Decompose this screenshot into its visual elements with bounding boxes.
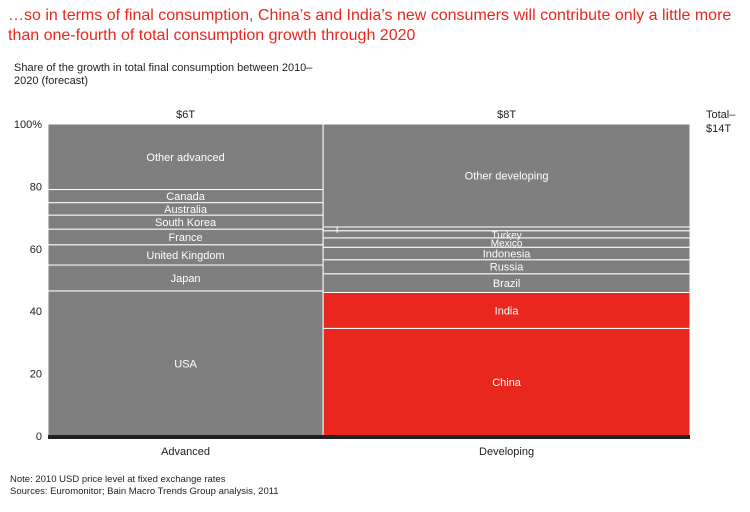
category-label: Developing — [479, 446, 534, 458]
segment-label: Other advanced — [146, 152, 224, 164]
segment-label: South Korea — [155, 217, 217, 229]
y-tick-label: 100% — [14, 119, 42, 131]
segment-other-developing — [322, 123, 691, 228]
segment-label: Mexico — [491, 239, 523, 250]
column-total-label: $6T — [176, 109, 195, 121]
category-label: Advanced — [161, 446, 210, 458]
segment-label: India — [495, 305, 520, 317]
segment-egypt — [322, 226, 691, 232]
segment-label: Turkey — [491, 230, 521, 241]
x-axis-baseline — [48, 435, 690, 439]
sources: Sources: Euromonitor; Bain Macro Trends … — [10, 486, 279, 497]
note: Note: 2010 USD price level at fixed exch… — [10, 474, 226, 485]
y-tick-label: 20 — [30, 369, 42, 381]
footer: Note: 2010 USD price level at fixed exch… — [10, 474, 279, 498]
segment-india — [322, 291, 691, 329]
segment-label: China — [492, 377, 522, 389]
segment-label: Japan — [171, 273, 201, 285]
segment-label: Australia — [164, 204, 208, 216]
headline: …so in terms of final consumption, China… — [8, 7, 732, 44]
segment-label: France — [168, 232, 202, 244]
column-total-label: $8T — [497, 109, 516, 121]
y-tick-label: 60 — [30, 244, 42, 256]
segment-other-advanced — [47, 123, 324, 191]
segment-label: United Kingdom — [146, 250, 224, 262]
y-tick-label: 40 — [30, 306, 42, 318]
total-label: Total– $14T — [706, 109, 736, 135]
segment-label: USA — [174, 358, 197, 370]
segment-label: Other developing — [465, 170, 549, 182]
segment-label: Brazil — [493, 278, 521, 290]
segment-label: Indonesia — [483, 248, 532, 260]
y-tick-label: 0 — [36, 431, 42, 443]
segment-japan — [47, 264, 324, 292]
segment-usa — [47, 290, 324, 437]
segment-label: Canada — [166, 191, 205, 203]
chart-subtitle: Share of the growth in total final consu… — [14, 62, 313, 87]
segment-label: Russia — [490, 262, 525, 274]
y-tick-label: 80 — [30, 181, 42, 193]
